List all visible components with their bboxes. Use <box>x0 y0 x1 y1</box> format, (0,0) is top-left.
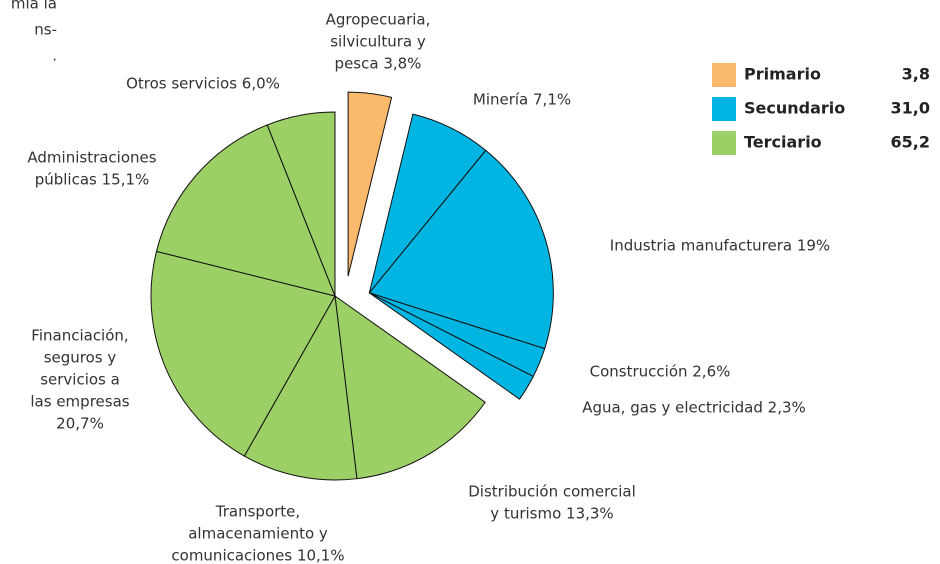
pie-slice <box>368 149 554 350</box>
cut-text: mía la <box>11 0 57 13</box>
pie-slice <box>347 91 393 277</box>
slice-label: 20,7% <box>56 415 104 433</box>
slice-label: Construcción 2,6% <box>590 363 731 381</box>
pie-slice <box>243 294 358 481</box>
slice-label: Administraciones <box>27 149 156 167</box>
pie-slice <box>150 250 336 457</box>
slice-label: y turismo 13,3% <box>490 505 613 523</box>
pie-slice <box>266 111 336 297</box>
slice-label: las empresas <box>30 393 129 411</box>
legend-swatch <box>712 97 736 121</box>
slice-label: seguros y <box>44 349 117 367</box>
legend-value: 3,8 <box>902 65 930 84</box>
slice-label: Agua, gas y electricidad 2,3% <box>582 399 806 417</box>
slice-label: almacenamiento y <box>188 525 328 543</box>
cut-text: . <box>52 47 57 65</box>
slice-label: comunicaciones 10,1% <box>171 547 344 564</box>
pie-slice <box>155 124 336 297</box>
pie-slice <box>369 292 534 400</box>
legend-name: Terciario <box>744 133 822 152</box>
slice-label: Transporte, <box>215 503 300 521</box>
slice-label: servicios a <box>40 371 120 389</box>
slice-label: Minería 7,1% <box>473 91 571 109</box>
slice-label: Financiación, <box>31 327 128 345</box>
legend-name: Primario <box>744 65 821 84</box>
slice-label: Distribución comercial <box>468 483 636 501</box>
legend-value: 31,0 <box>891 99 930 118</box>
cut-text: ns- <box>34 21 57 39</box>
pie-slice <box>334 294 486 480</box>
slice-label: Industria manufacturera 19% <box>610 237 830 255</box>
slice-label: Otros servicios 6,0% <box>126 75 280 93</box>
legend-swatch <box>712 63 736 87</box>
slice-label: silvicultura y <box>330 33 426 51</box>
slice-label: públicas 15,1% <box>35 171 150 189</box>
legend-swatch <box>712 131 736 155</box>
legend-name: Secundario <box>744 99 845 118</box>
slice-label: pesca 3,8% <box>335 55 422 73</box>
slice-label: Agropecuaria, <box>326 11 431 29</box>
legend-value: 65,2 <box>891 133 930 152</box>
